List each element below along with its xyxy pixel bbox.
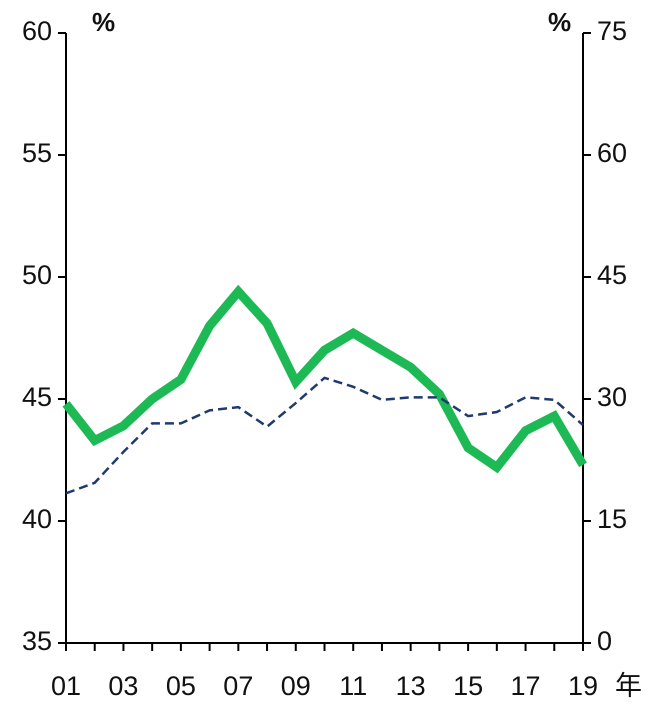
y2-unit: % xyxy=(548,7,571,37)
y-tick-label: 40 xyxy=(22,504,52,534)
y-tick-label: 60 xyxy=(22,16,52,46)
y-tick-label: 35 xyxy=(22,626,52,656)
dashed-line xyxy=(65,376,584,495)
y2-tick-label: 60 xyxy=(597,138,627,168)
y-tick-label: 45 xyxy=(22,382,52,412)
x-tick-label: 05 xyxy=(166,671,196,701)
x-tick-label: 13 xyxy=(396,671,426,701)
x-tick-label: 17 xyxy=(511,671,541,701)
x-tick-label: 15 xyxy=(453,671,483,701)
x-tick-label: 01 xyxy=(51,671,81,701)
x-tick-label: 11 xyxy=(339,671,367,701)
y2-tick-label: 45 xyxy=(597,260,627,290)
y-tick-label: 55 xyxy=(22,138,52,168)
x-tick-label: 09 xyxy=(281,671,311,701)
y2-tick-label: 75 xyxy=(597,16,627,46)
y2-tick-label: 30 xyxy=(597,382,627,412)
x-unit: 年 xyxy=(615,671,642,701)
y2-tick-label: 15 xyxy=(597,504,627,534)
line xyxy=(62,284,587,474)
x-tick-label: 03 xyxy=(108,671,138,701)
y-unit: % xyxy=(92,7,115,37)
x-tick-label: 07 xyxy=(223,671,253,701)
x-tick-label: 19 xyxy=(568,671,598,701)
y-tick-label: 50 xyxy=(22,260,52,290)
y2-tick-label: 0 xyxy=(597,626,612,656)
